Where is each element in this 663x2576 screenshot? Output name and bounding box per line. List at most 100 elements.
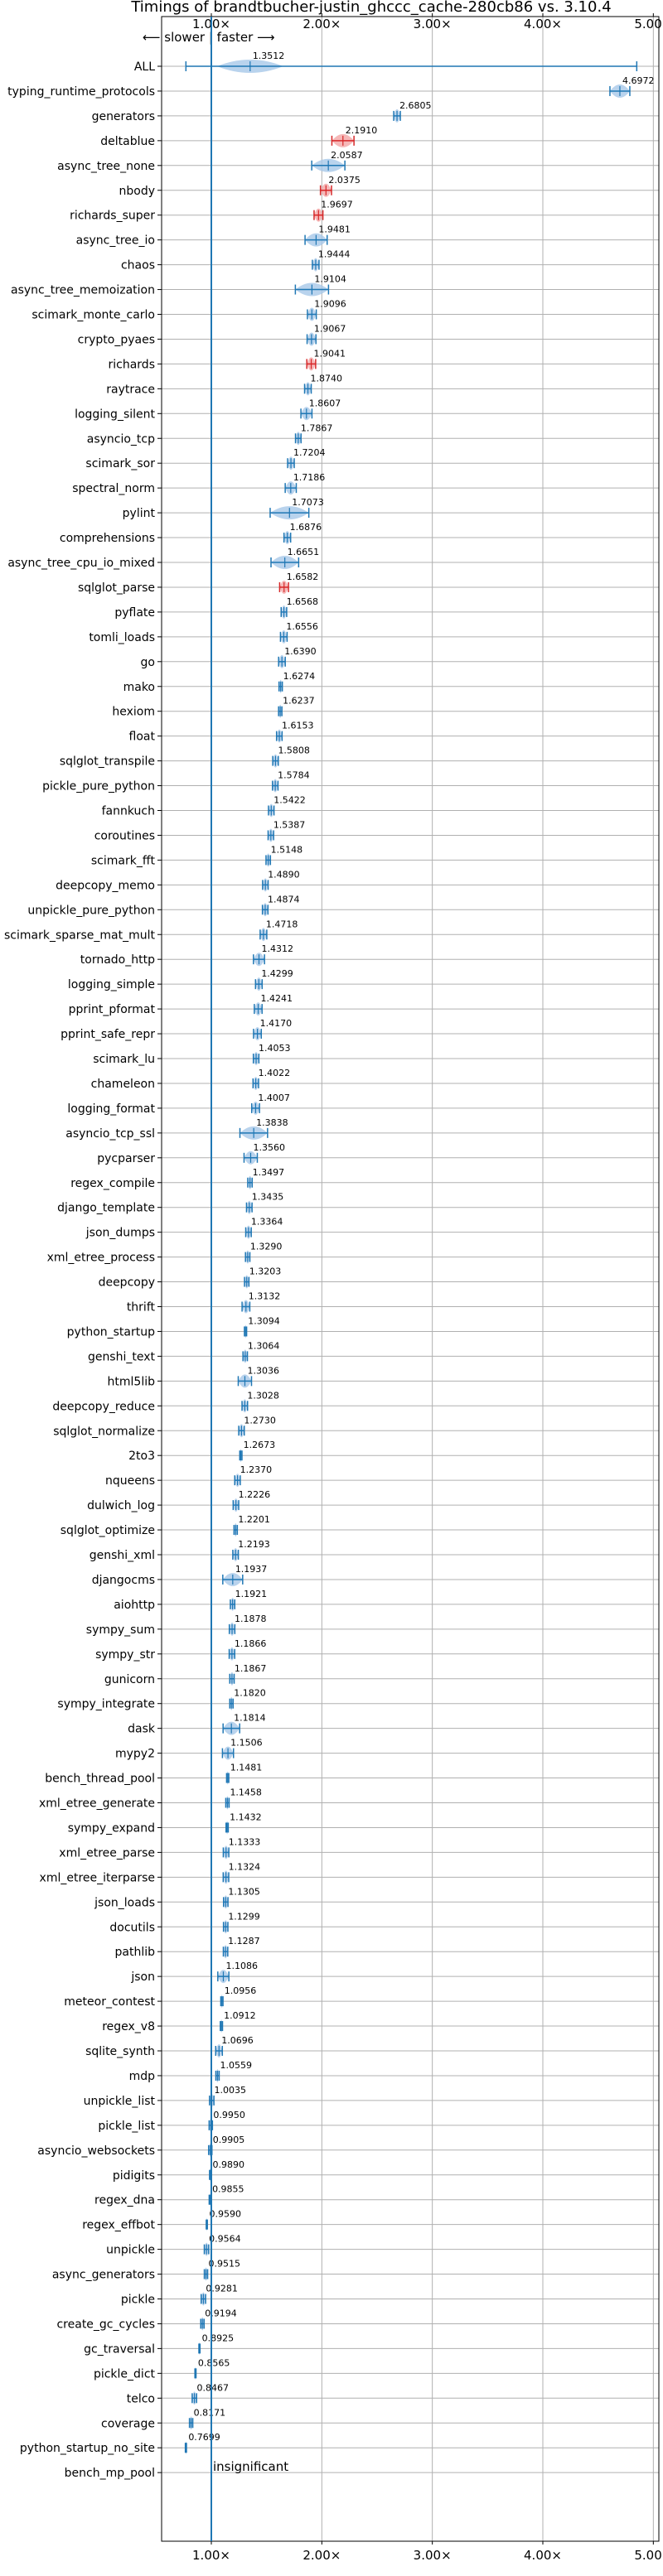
benchmark-name: logging_simple (68, 978, 155, 991)
value-label: 0.9564 (209, 2234, 240, 2245)
value-label: 1.9104 (314, 274, 346, 285)
benchmark-name: deepcopy_reduce (52, 1400, 155, 1413)
value-label: 0.9890 (213, 2159, 245, 2170)
benchmark-name: deepcopy_memo (56, 879, 155, 892)
value-label: 1.7073 (292, 497, 324, 508)
insignificant-label: insignificant (213, 2459, 288, 2474)
benchmark-name: async_generators (52, 2269, 155, 2282)
benchmark-name: richards_super (70, 210, 155, 223)
benchmark-name: create_gc_cycles (56, 2318, 155, 2331)
value-label: 1.2201 (238, 1514, 270, 1525)
benchmark-name: async_tree_memoization (11, 284, 155, 297)
benchmark-name: async_tree_none (57, 160, 155, 173)
benchmark-name: django_template (57, 1202, 155, 1215)
value-label: 1.4299 (261, 968, 293, 979)
value-label: 1.7204 (293, 447, 326, 458)
value-label: 1.2673 (244, 1440, 276, 1450)
benchmark-name: python_startup (67, 1325, 155, 1339)
tick-label-top: 3.00× (414, 17, 452, 31)
benchmark-name: unpickle_list (84, 2095, 156, 2108)
value-label: 1.1814 (234, 1713, 266, 1724)
value-label: 1.1086 (225, 1961, 258, 1971)
benchmark-name: aiohttp (114, 1599, 155, 1612)
benchmark-name: sqlite_synth (85, 2045, 155, 2058)
value-label: 1.0696 (221, 2035, 254, 2046)
benchmark-name: scimark_sparse_mat_mult (4, 929, 155, 942)
value-label: 1.5784 (278, 770, 310, 781)
value-label: 1.3560 (253, 1142, 285, 1153)
benchmark-name: sympy_sum (86, 1623, 155, 1637)
value-label: 0.9950 (213, 2110, 245, 2120)
value-label: 1.1333 (229, 1836, 261, 1847)
benchmark-name: tornado_http (80, 953, 155, 967)
value-label: 1.6153 (282, 721, 314, 731)
tick-label-bottom: 3.00× (414, 2548, 452, 2563)
value-label: 1.6390 (284, 646, 317, 657)
value-label: 1.6582 (287, 572, 319, 582)
value-label: 1.1305 (228, 1886, 260, 1897)
value-label: 0.9194 (205, 2308, 237, 2318)
value-label: 0.8171 (194, 2407, 226, 2418)
value-label: 1.1299 (228, 1911, 260, 1922)
violins (184, 60, 638, 2455)
value-label: 1.3290 (250, 1242, 283, 1252)
plot-frame (161, 16, 660, 2542)
benchmark-name: sqlglot_optimize (60, 1524, 155, 1537)
benchmark-name: spectral_norm (72, 482, 155, 495)
benchmark-name: pickle_dict (94, 2367, 156, 2381)
tick-label-bottom: 2.00× (302, 2548, 341, 2563)
value-label: 0.8565 (198, 2357, 230, 2368)
benchmark-name: coverage (101, 2417, 155, 2430)
value-label: 1.9697 (321, 200, 353, 210)
benchmark-name: deltablue (100, 135, 155, 148)
benchmark-name: pickle_list (98, 2120, 155, 2133)
value-label: 1.1324 (229, 1861, 261, 1872)
value-label: 1.9041 (314, 348, 346, 359)
value-label: 1.3036 (247, 1365, 279, 1376)
value-label: 1.1481 (230, 1763, 263, 1773)
value-label: 1.0912 (224, 2010, 256, 2021)
benchmark-name: mdp (129, 2070, 156, 2083)
value-label: 0.9281 (206, 2284, 238, 2294)
benchmark-name: thrift (127, 1301, 156, 1315)
value-label: 0.9515 (209, 2259, 240, 2270)
benchmark-name: unpickle_pure_python (27, 904, 155, 917)
tick-label-top: 4.00× (524, 17, 562, 31)
benchmark-name: nqueens (105, 1474, 155, 1488)
value-label: 1.0035 (214, 2085, 246, 2096)
benchmark-name: mako (123, 681, 155, 694)
benchmark-name: regex_v8 (102, 2020, 155, 2033)
benchmark-name: pprint_safe_repr (60, 1028, 155, 1041)
benchmark-name: gunicorn (104, 1673, 155, 1686)
value-label: 1.3435 (252, 1192, 284, 1203)
value-label: 1.4890 (268, 869, 300, 880)
benchmark-name: sqlglot_transpile (60, 755, 155, 769)
benchmark-name: xml_etree_process (47, 1252, 155, 1265)
value-label: 1.1921 (235, 1589, 268, 1599)
value-label: 1.2193 (238, 1539, 270, 1550)
benchmark-name: dulwich_log (87, 1499, 155, 1512)
value-label: 1.1287 (228, 1936, 260, 1946)
benchmark-name: asyncio_tcp_ssl (65, 1127, 155, 1141)
benchmark-name: python_startup_no_site (20, 2442, 155, 2455)
value-label: 1.4718 (266, 919, 298, 929)
benchmark-name: typing_runtime_protocols (7, 85, 155, 99)
value-label: 1.3028 (247, 1390, 279, 1401)
value-label: 1.4312 (261, 943, 293, 954)
benchmark-name: unpickle (106, 2244, 155, 2257)
value-label: 1.0559 (220, 2060, 252, 2071)
benchmark-name: async_tree_io (76, 234, 155, 248)
value-label: 2.0375 (328, 175, 361, 186)
value-label: 1.3497 (253, 1167, 285, 1178)
value-label: 1.1866 (235, 1638, 267, 1649)
benchmark-name: scimark_monte_carlo (31, 309, 155, 322)
tick-label-bottom: 5.00× (634, 2548, 663, 2563)
value-label: 1.6556 (286, 621, 318, 632)
value-label: 1.4053 (259, 1043, 291, 1054)
benchmark-name: fannkuch (102, 805, 155, 818)
benchmark-name: regex_effbot (82, 2219, 155, 2232)
benchmark-name: bench_thread_pool (45, 1773, 155, 1786)
benchmark-labels: ALL 1.3512 typing_runtime_protocols 4.6972 g… (4, 51, 654, 2480)
tick-label-bottom: 1.00× (192, 2548, 230, 2563)
value-label: 1.8607 (309, 398, 341, 408)
